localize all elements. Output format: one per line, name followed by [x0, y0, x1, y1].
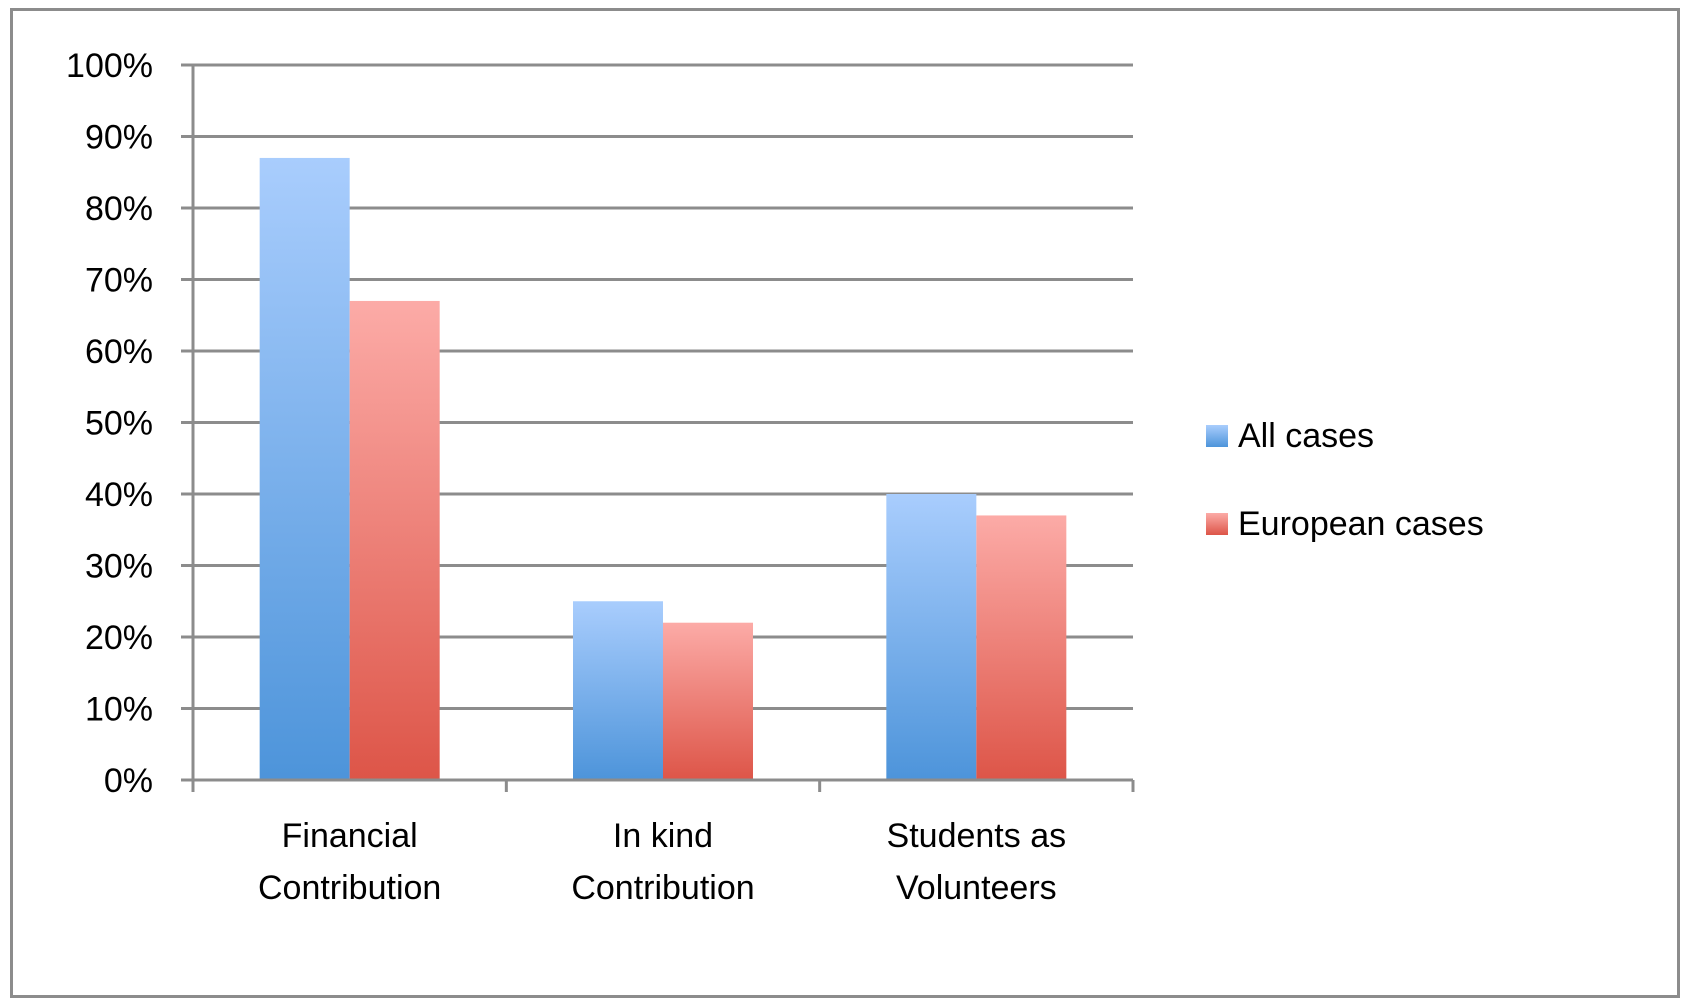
- x-tick-label: In kind Contribution: [571, 817, 754, 907]
- bar-european-cases: [349, 300, 440, 780]
- y-tick-label: 20%: [85, 619, 153, 657]
- y-tick-label: 40%: [85, 476, 153, 514]
- legend-swatch: [1206, 513, 1228, 535]
- axes: [181, 63, 1135, 792]
- bar-all-cases: [259, 157, 350, 780]
- y-tick-label: 70%: [85, 262, 153, 300]
- bar-chart: 0% 10% 20% 30% 40% 50% 60% 70% 80% 90% 100% Financ…: [66, 47, 1484, 907]
- bar-european-cases: [663, 622, 753, 780]
- y-tick-label: 0%: [104, 762, 153, 800]
- bars: [259, 157, 1067, 780]
- legend: All cases European cases: [1206, 417, 1484, 543]
- legend-swatch: [1206, 425, 1228, 447]
- x-tick-label: Students as Volunteers: [887, 817, 1067, 907]
- bar-all-cases: [886, 494, 977, 780]
- chart-frame: 0% 10% 20% 30% 40% 50% 60% 70% 80% 90% 100% Financ…: [10, 8, 1680, 998]
- y-tick-label: 30%: [85, 548, 153, 586]
- legend-label: European cases: [1238, 505, 1484, 543]
- bar-all-cases: [573, 601, 663, 780]
- y-tick-label: 50%: [85, 405, 153, 443]
- y-tick-label: 90%: [85, 119, 153, 157]
- y-tick-label: 80%: [85, 190, 153, 228]
- bar-european-cases: [976, 515, 1067, 780]
- y-tick-label: 10%: [85, 691, 153, 729]
- y-tick-label: 60%: [85, 333, 153, 371]
- x-axis-tick-labels: Financial Contribution In kind Contribution…: [258, 817, 1066, 907]
- legend-label: All cases: [1238, 417, 1374, 455]
- x-tick-label: Financial Contribution: [258, 817, 441, 907]
- y-axis-tick-labels: 0% 10% 20% 30% 40% 50% 60% 70% 80% 90% 100%: [66, 47, 153, 800]
- y-tick-label: 100%: [66, 47, 153, 85]
